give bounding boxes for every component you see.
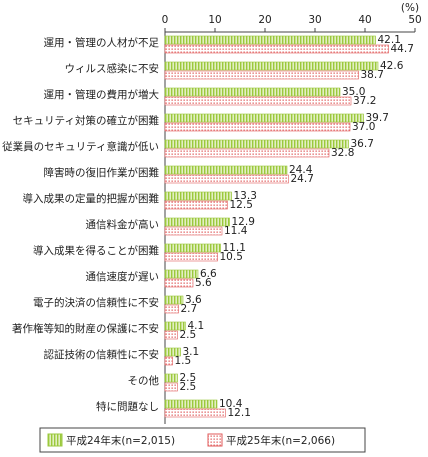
bar <box>164 321 186 331</box>
bar <box>164 356 173 366</box>
y-tick-label: 特に問題なし <box>96 401 159 413</box>
value-label: 35.0 <box>342 86 365 98</box>
value-label: 44.7 <box>391 43 414 55</box>
bar <box>164 191 232 201</box>
bar <box>164 139 349 149</box>
y-tick-label: 運用・管理の費用が増大 <box>44 88 160 101</box>
value-label: 2.5 <box>180 381 197 393</box>
value-label: 5.6 <box>195 277 212 289</box>
value-label: 37.0 <box>352 121 375 133</box>
value-label: 2.5 <box>180 372 197 384</box>
y-tick-label: 障害時の復旧作業が困難 <box>44 166 160 179</box>
value-label: 11.4 <box>224 225 248 237</box>
bar <box>164 217 230 227</box>
value-label: 32.8 <box>331 147 354 159</box>
legend-swatch <box>207 433 223 447</box>
value-label: 36.7 <box>351 138 374 150</box>
bar <box>164 399 218 409</box>
y-tick-label: 通信速度が遅い <box>86 270 160 283</box>
value-label: 12.9 <box>232 216 255 228</box>
y-tick-label: 認証技術の信頼性に不安 <box>44 348 160 361</box>
bar <box>164 174 289 184</box>
bar <box>164 295 184 305</box>
y-tick-label: 運用・管理の人材が不足 <box>44 36 160 49</box>
bar <box>164 269 199 279</box>
bar <box>164 70 359 80</box>
value-label: 13.3 <box>234 190 257 202</box>
legend-box <box>39 427 366 453</box>
value-label: 6.6 <box>200 268 217 280</box>
x-tick-label: 40 <box>358 14 371 26</box>
y-tick-label: 導入成果を得ることが困難 <box>33 244 159 257</box>
value-label: 12.1 <box>228 407 251 419</box>
bar <box>164 330 178 340</box>
value-label: 38.7 <box>361 69 384 81</box>
bar <box>164 226 223 236</box>
value-label: 11.1 <box>223 242 246 254</box>
value-label: 3.1 <box>183 346 200 358</box>
bar <box>164 408 226 418</box>
y-tick-label: 導入成果の定量的把握が困難 <box>23 192 160 205</box>
bar <box>164 113 364 123</box>
legend-label: 平成25年末(n=2,066) <box>226 434 335 447</box>
bar <box>164 278 194 288</box>
y-tick-label: 通信料金が高い <box>86 218 160 231</box>
bar <box>164 304 179 314</box>
bar <box>164 373 178 383</box>
value-label: 4.1 <box>188 320 205 332</box>
legend-label: 平成24年末(n=2,015) <box>66 434 175 447</box>
value-label: 24.4 <box>289 164 313 176</box>
value-label: 42.1 <box>378 34 401 46</box>
value-label: 37.2 <box>353 95 376 107</box>
bar <box>164 243 221 253</box>
value-label: 10.4 <box>219 398 243 410</box>
y-tick-label: ウィルス感染に不安 <box>65 62 160 75</box>
bar <box>164 44 389 54</box>
value-label: 3.6 <box>185 294 202 306</box>
bar <box>164 382 178 392</box>
legend-swatch <box>47 433 63 447</box>
bar <box>164 165 288 175</box>
x-tick-label: 30 <box>308 14 321 26</box>
bar <box>164 61 379 71</box>
value-label: 24.7 <box>291 173 314 185</box>
x-tick-label: 0 <box>162 14 169 26</box>
y-tick-label: 従業員のセキュリティ意識が低い <box>2 140 159 153</box>
value-label: 1.5 <box>175 355 192 367</box>
y-tick-label: その他 <box>128 374 160 387</box>
value-label: 10.5 <box>220 251 243 263</box>
unit-label: (%) <box>401 2 419 14</box>
x-tick-label: 20 <box>258 14 271 26</box>
y-tick-label: 著作権等知的財産の保護に不安 <box>12 322 159 335</box>
bar <box>164 252 218 262</box>
y-tick-label: セキュリティ対策の確立が困難 <box>13 114 160 127</box>
bar <box>164 347 181 357</box>
value-label: 42.6 <box>380 60 404 72</box>
value-label: 12.5 <box>230 199 253 211</box>
x-tick-label: 10 <box>208 14 221 26</box>
bar <box>164 148 330 158</box>
bar <box>164 87 341 97</box>
y-tick-label: 電子的決済の信頼性に不安 <box>33 296 159 309</box>
bar <box>164 35 376 45</box>
bar <box>164 122 351 132</box>
value-label: 2.7 <box>181 303 198 315</box>
value-label: 2.5 <box>180 329 197 341</box>
value-label: 39.7 <box>366 112 389 124</box>
x-tick-label: 50 <box>408 14 421 26</box>
bar <box>164 200 228 210</box>
bar <box>164 96 352 106</box>
